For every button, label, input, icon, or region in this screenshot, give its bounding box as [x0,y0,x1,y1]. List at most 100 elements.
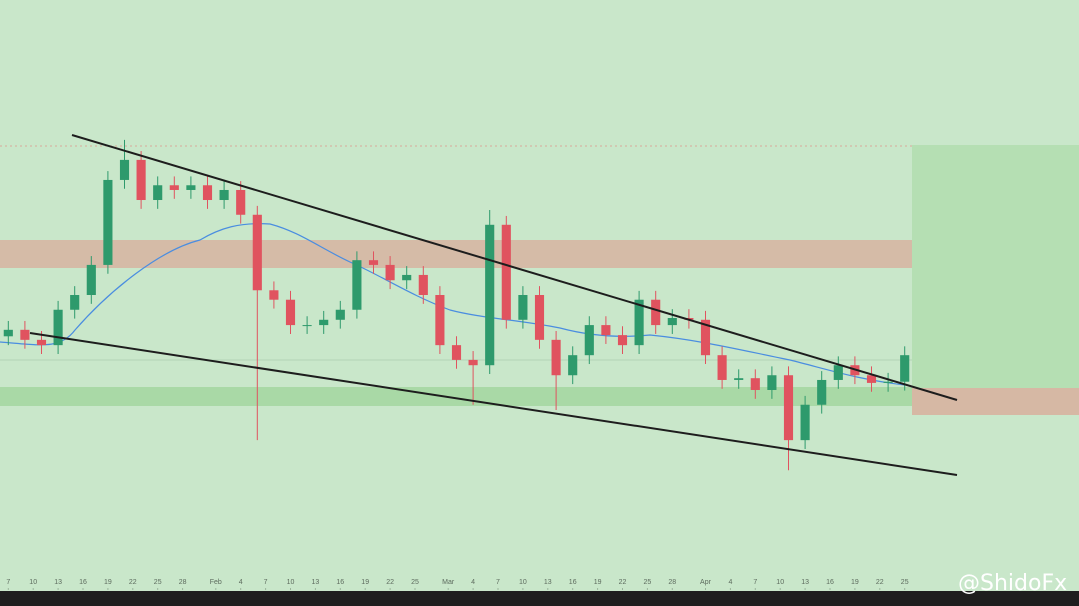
x-tick-label: 13 [312,579,320,586]
candle-body [800,404,810,441]
candle-body [202,185,213,201]
candle-body [817,379,827,405]
x-tick-label: 10 [519,579,527,586]
candle-body [485,224,495,366]
x-tick-label: 22 [386,579,394,586]
candle-body [568,355,578,376]
x-tick-label: 19 [104,579,112,586]
stop-box [912,388,1079,415]
upper-trendline [71,134,958,401]
candle-body [302,325,312,327]
watermark: @ShidoFx [958,571,1067,596]
candle-body [767,375,777,390]
candle-body [119,159,130,180]
x-tick-label: Feb [210,579,222,586]
candle-body [900,355,910,382]
candle-body [617,335,628,346]
candle-body [219,189,229,201]
candle-body [269,290,279,300]
candle-body [53,309,63,346]
candle-body [518,295,528,320]
x-tick-label: 4 [728,579,732,586]
x-tick-label: 7 [264,579,268,586]
x-tick-label: 4 [471,579,475,586]
candle-body [634,299,644,346]
candle-body [86,264,96,295]
candle-body [501,224,511,320]
x-tick-label: 25 [901,579,909,586]
candle-body [335,309,345,320]
target-box [912,145,1079,388]
candle-body [236,189,246,215]
candle-body [667,318,677,326]
x-tick-label: 7 [6,579,10,586]
x-tick-label: 16 [569,579,577,586]
candle-body [103,179,113,265]
candle-body [319,319,329,326]
x-tick-label: 13 [801,579,809,586]
candle-body [252,214,262,291]
candle-body [36,339,47,346]
x-axis: 7 10 13 16 19 22 25 28 Feb 4 7 10 13 16 19 22 25 Mar 4 7 10 1… [6,579,909,590]
candle-body [601,325,611,336]
x-tick-label: 7 [753,579,757,586]
candle-body [833,365,843,380]
candle-body [700,319,711,356]
candle-body [402,274,412,281]
x-tick-label: 16 [79,579,87,586]
x-tick-label: 25 [411,579,419,586]
candle-body [551,339,561,376]
x-tick-label: 25 [644,579,652,586]
x-tick-label: 25 [154,579,162,586]
moving-average [0,223,906,386]
x-tick-label: 22 [619,579,627,586]
x-tick-label: 16 [336,579,344,586]
x-tick-label: 10 [29,579,37,586]
candle-body [584,325,594,356]
support-zone [0,387,957,406]
candle-body [534,295,545,340]
resistance-zone [0,240,957,268]
x-tick-label: 22 [129,579,137,586]
candle-body [186,185,196,190]
candle-body [435,295,445,346]
candle-body [368,260,379,265]
x-tick-label: 4 [239,579,243,586]
candle-body [651,299,661,326]
candle-body [169,185,179,190]
x-tick-label: 19 [594,579,602,586]
candle-body [418,274,428,295]
candle-body [717,355,727,380]
x-tick-label: 7 [496,579,500,586]
x-tick-label: 22 [876,579,884,586]
candle-body [883,381,893,383]
x-tick-label: 28 [668,579,676,586]
x-tick-label: 19 [851,579,859,586]
candle-body [20,329,30,340]
x-tick-label: Mar [442,579,455,586]
candle-body [153,185,163,201]
candle-body [750,378,760,390]
x-tick-label: Apr [700,579,712,586]
candle-body [734,378,744,380]
x-tick-label: 10 [287,579,295,586]
candle-body [783,375,794,441]
candle-body [352,260,362,310]
x-tick-label: 16 [826,579,834,586]
x-tick-label: 19 [361,579,369,586]
candle-body [385,264,395,281]
candle-body [866,375,877,383]
lower-trendline [29,332,958,476]
candle-body [3,329,13,337]
candle-body [136,159,146,201]
x-tick-label: 13 [54,579,62,586]
candle-body [70,295,80,310]
bottom-bar [0,591,1079,606]
x-tick-label: 10 [776,579,784,586]
candles [3,139,910,471]
x-tick-label: 28 [179,579,187,586]
candle-body [451,345,462,360]
x-tick-label: 13 [544,579,552,586]
